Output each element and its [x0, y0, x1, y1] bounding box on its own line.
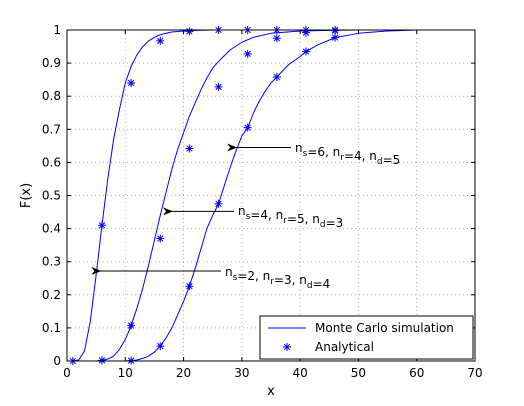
y-tick-label: 0.1 [42, 321, 61, 335]
analytical-point [127, 78, 136, 87]
y-tick-label: 1 [53, 23, 61, 37]
analytical-point [272, 34, 281, 43]
legend-box [259, 315, 474, 360]
analytical-point [156, 234, 165, 243]
analytical-point [97, 356, 106, 365]
legend-asterisk-swatch [283, 343, 291, 351]
x-tick-label: 30 [234, 366, 249, 380]
analytical-point [127, 321, 136, 330]
legend-asterisk [283, 343, 291, 351]
x-tick-label: 10 [118, 366, 133, 380]
analytical-point [185, 282, 194, 291]
y-axis-label: F(x) [19, 183, 34, 208]
y-tick-label: 0.9 [42, 56, 61, 70]
legend-label-analytical: Analytical [315, 340, 374, 354]
analytical-point [156, 342, 165, 351]
annotation-label: ns=6, nr=4, nd=5 [295, 141, 400, 167]
analytical-point [331, 33, 340, 42]
y-tick-label: 0.7 [42, 122, 61, 136]
analytical-point [185, 27, 194, 36]
ticks-layer: 0 10 20 30 40 50 60 70 0 0.1 0.2 0.3 0.4 0.5 0.6 0.7 0.8… [42, 23, 483, 380]
y-tick-label: 0.5 [42, 189, 61, 203]
x-axis-label: x [267, 384, 275, 399]
analytical-point [156, 36, 165, 45]
analytical-point [97, 221, 106, 230]
analytical-point [214, 199, 223, 208]
series-line-1 [67, 29, 475, 362]
y-tick-label: 0.3 [42, 255, 61, 269]
analytical-point [243, 123, 252, 132]
analytical-point [272, 73, 281, 82]
annotation-label: ns=4, nr=5, nd=3 [238, 204, 343, 230]
analytical-point [243, 49, 252, 58]
analytical-point [185, 144, 194, 153]
series-line-2 [67, 29, 475, 362]
grid [66, 29, 476, 362]
y-tick-label: 0.8 [42, 89, 61, 103]
y-tick-label: 0.4 [42, 222, 61, 236]
x-tick-label: 70 [467, 366, 482, 380]
x-tick-label: 60 [409, 366, 424, 380]
legend-label-monte-carlo: Monte Carlo simulation [315, 321, 454, 335]
x-tick-label: 50 [351, 366, 366, 380]
x-tick-label: 0 [63, 366, 71, 380]
annotations-layer: ns=6, nr=4, nd=5 ns=4, nr=5, nd=3 ns=2, nr… [91, 141, 400, 291]
analytical-point [331, 26, 340, 35]
x-tick-label: 20 [176, 366, 191, 380]
x-tick-label: 40 [293, 366, 308, 380]
analytical-point [214, 82, 223, 91]
analytical-point [301, 47, 310, 56]
y-tick-label: 0.2 [42, 288, 61, 302]
analytical-point [301, 28, 310, 37]
y-tick-label: 0 [53, 354, 61, 368]
legend: Monte Carlo simulation Analytical [259, 315, 474, 360]
annotation-label: ns=2, nr=3, nd=4 [225, 265, 330, 291]
y-tick-label: 0.6 [42, 155, 61, 169]
